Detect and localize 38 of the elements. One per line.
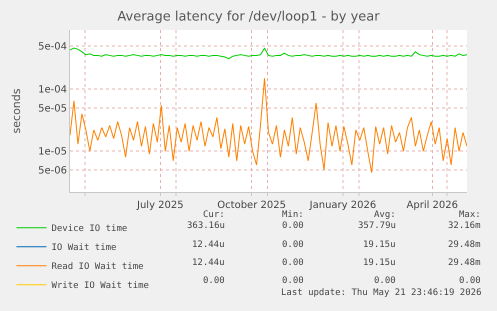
text: Max: — [459, 210, 481, 220]
y-tick-label: 1e-04 — [38, 84, 67, 96]
text: Avg: — [374, 210, 396, 220]
legend-label: IO Wait time — [51, 243, 116, 254]
text: 0.00 — [459, 276, 481, 286]
text: 357.79u — [358, 221, 396, 231]
text: 0.00 — [374, 276, 396, 286]
text: 12.44u — [192, 258, 225, 268]
legend-label: Read IO Wait time — [51, 262, 144, 272]
text: 29.48m — [448, 258, 481, 268]
line-series — [70, 48, 467, 60]
x-tick-label: October 2025 — [217, 200, 286, 211]
text: 29.48m — [448, 240, 481, 250]
x-tick-label: April 2026 — [406, 200, 458, 211]
y-tick-label: 5e-06 — [38, 165, 67, 176]
text: 19.15u — [363, 258, 396, 268]
text: 0.00 — [282, 240, 304, 250]
text: 0.00 — [282, 258, 304, 268]
x-tick-label: January 2026 — [308, 200, 376, 211]
y-axis-title: seconds — [10, 88, 23, 134]
text: 12.44u — [192, 240, 225, 250]
y-tick-label: 5e-04 — [38, 41, 67, 52]
y-tick-label: 5e-05 — [38, 103, 67, 114]
text: 0.00 — [282, 221, 304, 231]
text: Min: — [282, 210, 304, 220]
legend-label: Write IO Wait time — [51, 281, 149, 292]
chart-title: Average latency for /dev/loop1 - by year — [117, 10, 380, 25]
line-series — [70, 78, 467, 174]
text: 19.15u — [363, 240, 396, 250]
text: Cur: — [203, 210, 225, 220]
text: 0.00 — [203, 276, 225, 286]
x-tick-label: July 2025 — [136, 200, 184, 211]
text: 363.16u — [187, 221, 225, 231]
text: 32.16m — [448, 221, 481, 231]
text: 0.00 — [282, 276, 304, 286]
text: Last update: Thu May 21 23:46:19 2026 — [281, 288, 482, 298]
y-tick-label: 1e-05 — [38, 146, 67, 158]
legend-label: Device IO time — [51, 224, 128, 234]
